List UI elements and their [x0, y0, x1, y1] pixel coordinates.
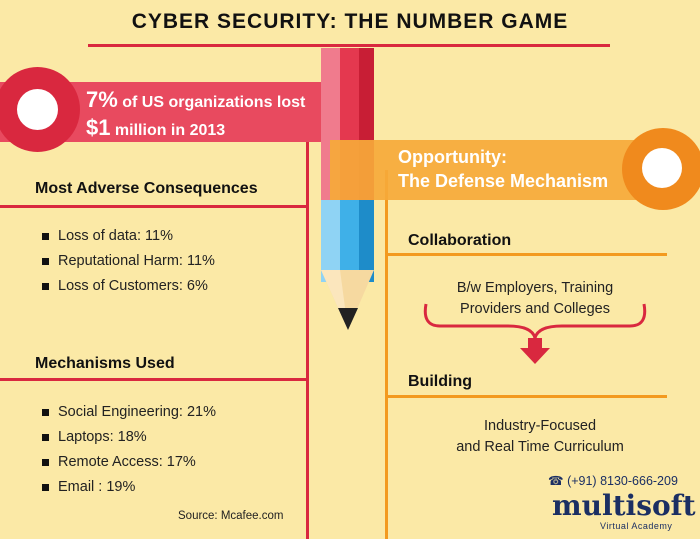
brand-logo: multisoft: [552, 489, 696, 522]
collaboration-underline: [385, 253, 667, 256]
list-item: Loss of data: 11%: [42, 228, 215, 244]
mechanisms-list: Social Engineering: 21% Laptops: 18% Rem…: [42, 404, 216, 504]
mechanisms-heading: Mechanisms Used: [35, 355, 175, 372]
list-item: Reputational Harm: 11%: [42, 253, 215, 269]
brand-tagline: Virtual Academy: [600, 521, 673, 531]
pencil-ferrule: [321, 200, 340, 282]
list-item: Laptops: 18%: [42, 429, 216, 445]
opportunity-heading: Opportunity: The Defense Mechanism: [398, 147, 609, 191]
loss-statistic: 7% of US organizations lost $1 million i…: [86, 87, 306, 140]
pencil-ferrule: [340, 200, 359, 282]
adverse-heading: Most Adverse Consequences: [35, 180, 258, 197]
right-divider-line: [385, 170, 388, 539]
list-item: Social Engineering: 21%: [42, 404, 216, 420]
building-text: Industry-Focused and Real Time Curriculu…: [456, 418, 624, 455]
orange-circle-center: [642, 148, 682, 188]
list-item: Loss of Customers: 6%: [42, 278, 215, 294]
list-item: Email : 19%: [42, 479, 216, 495]
phone-icon: ☎: [548, 474, 564, 488]
brace-arrow-icon: [423, 303, 647, 364]
building-heading: Building: [408, 373, 472, 390]
collaboration-heading: Collaboration: [408, 232, 512, 249]
source-note: Source: Mcafee.com: [178, 510, 284, 522]
page-title: CYBER SECURITY: THE NUMBER GAME: [131, 10, 569, 33]
opportunity-banner: [330, 140, 658, 200]
mechanisms-underline: [0, 378, 306, 381]
left-divider-line: [306, 120, 309, 539]
list-item: Remote Access: 17%: [42, 454, 216, 470]
building-underline: [385, 395, 667, 398]
pencil-ferrule: [359, 200, 374, 282]
red-circle-center: [17, 89, 58, 130]
collaboration-text: B/w Employers, Training Providers and Co…: [456, 280, 614, 317]
phone-number: ☎ (+91) 8130-666-209: [548, 474, 678, 488]
title-underline: [88, 44, 610, 47]
adverse-underline: [0, 205, 306, 208]
pencil-tip-icon: [321, 270, 374, 330]
adverse-list: Loss of data: 11% Reputational Harm: 11%…: [42, 228, 215, 303]
